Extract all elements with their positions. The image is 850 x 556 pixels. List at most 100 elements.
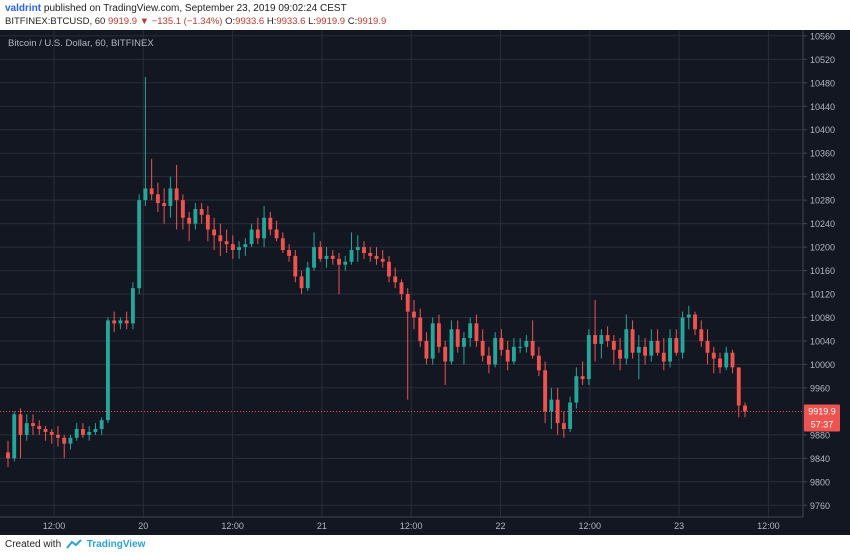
- tradingview-brand-link[interactable]: TradingView: [86, 539, 146, 550]
- candle-body: [474, 323, 479, 341]
- candle-up: [243, 238, 248, 256]
- y-tick-label: 10160: [810, 266, 835, 276]
- candle-up: [24, 414, 29, 441]
- candle-body: [480, 340, 485, 356]
- candle-body: [443, 346, 448, 362]
- candle-body: [168, 188, 173, 207]
- candle-body: [81, 428, 85, 435]
- y-tick-label: 10240: [810, 219, 835, 229]
- candle-down: [730, 349, 735, 374]
- candle-body: [449, 329, 454, 362]
- candle-up: [686, 305, 691, 330]
- x-tick-label: 12:00: [757, 521, 780, 531]
- candle-body: [543, 370, 548, 412]
- candle-body: [37, 426, 42, 429]
- candle-down: [505, 340, 510, 371]
- candle-up: [636, 335, 641, 380]
- candle-body: [362, 247, 366, 253]
- candle-up: [68, 434, 73, 450]
- candle-up: [237, 241, 242, 259]
- x-tick-label: 12:00: [43, 521, 66, 531]
- candle-body: [593, 335, 598, 344]
- candle-body: [212, 229, 217, 236]
- candle-body: [31, 423, 35, 427]
- candle-body: [293, 255, 298, 277]
- tradingview-logo-icon: [66, 539, 82, 549]
- candle-down: [486, 346, 491, 374]
- candle-body: [99, 420, 104, 429]
- candle-body: [199, 208, 204, 215]
- header-bar: valdrint published on TradingView.com, S…: [0, 0, 850, 30]
- candle-body: [130, 288, 135, 324]
- candle-body: [387, 261, 391, 277]
- candle-body: [56, 434, 60, 438]
- candle-down: [561, 411, 566, 438]
- candle-down: [318, 241, 323, 262]
- candle-down: [543, 361, 548, 424]
- price-change: −135.1 (−1.34%): [151, 16, 223, 27]
- candle-up: [668, 329, 672, 368]
- candle-up: [680, 311, 685, 359]
- author-link[interactable]: valdrint: [5, 3, 42, 14]
- candle-up: [99, 417, 104, 435]
- price-axis: 10560 10520 10480 10440 10400 10360 10320 10280…: [803, 31, 835, 511]
- candle-down: [162, 188, 167, 224]
- candle-body: [611, 340, 616, 350]
- y-tick-label: 10080: [810, 313, 835, 323]
- bar-countdown: 57:37: [811, 419, 834, 429]
- publish-info: valdrint published on TradingView.com, S…: [5, 3, 347, 14]
- candle-down: [380, 250, 385, 268]
- y-tick-label: 10560: [810, 31, 835, 41]
- candle-body: [112, 320, 117, 324]
- open-label: O:: [225, 16, 236, 27]
- y-tick-label: 9960: [810, 383, 830, 393]
- candle-body: [555, 399, 560, 424]
- candle-down: [536, 346, 541, 377]
- candle-down: [405, 288, 410, 400]
- y-tick-label: 10200: [810, 243, 835, 253]
- candle-up: [12, 411, 17, 462]
- y-tick-label: 10480: [810, 78, 835, 88]
- candle-down: [474, 314, 479, 347]
- candle-body: [561, 423, 566, 429]
- candle-body: [743, 405, 747, 412]
- candle-up: [355, 235, 360, 262]
- candle-down: [124, 311, 129, 330]
- candle-down: [699, 320, 704, 347]
- candle-body: [24, 423, 29, 435]
- candle-down: [337, 252, 341, 295]
- candle-up: [130, 282, 135, 330]
- candle-body: [162, 203, 167, 207]
- candle-up: [624, 314, 629, 365]
- candle-body: [499, 338, 504, 350]
- candle-down: [437, 314, 441, 353]
- candle-body: [730, 352, 735, 368]
- y-tick-label: 9840: [810, 454, 830, 464]
- candle-down: [399, 279, 404, 300]
- candle-body: [405, 294, 410, 312]
- candle-body: [455, 329, 460, 347]
- candle-body: [255, 229, 260, 239]
- candle-down: [499, 329, 504, 356]
- candle-body: [649, 340, 654, 356]
- x-tick-label: 23: [674, 521, 684, 531]
- candle-body: [243, 244, 248, 248]
- chart-background: [0, 30, 850, 535]
- candle-down: [112, 311, 117, 333]
- candle-body: [586, 335, 591, 380]
- candle-body: [137, 200, 142, 289]
- candle-body: [330, 255, 335, 259]
- candle-body: [262, 217, 267, 239]
- candle-down: [6, 440, 10, 468]
- candle-down: [199, 203, 204, 224]
- candle-body: [655, 340, 660, 353]
- candlestick-chart[interactable]: 10560 10520 10480 10440 10400 10360 10320 10280…: [0, 30, 850, 535]
- candle-body: [736, 367, 741, 406]
- candle-up: [462, 332, 466, 365]
- candle-up: [511, 338, 516, 365]
- candle-up: [143, 76, 148, 207]
- candle-down: [37, 420, 42, 435]
- candle-body: [187, 217, 192, 224]
- candle-down: [205, 206, 210, 242]
- candle-body: [524, 340, 529, 347]
